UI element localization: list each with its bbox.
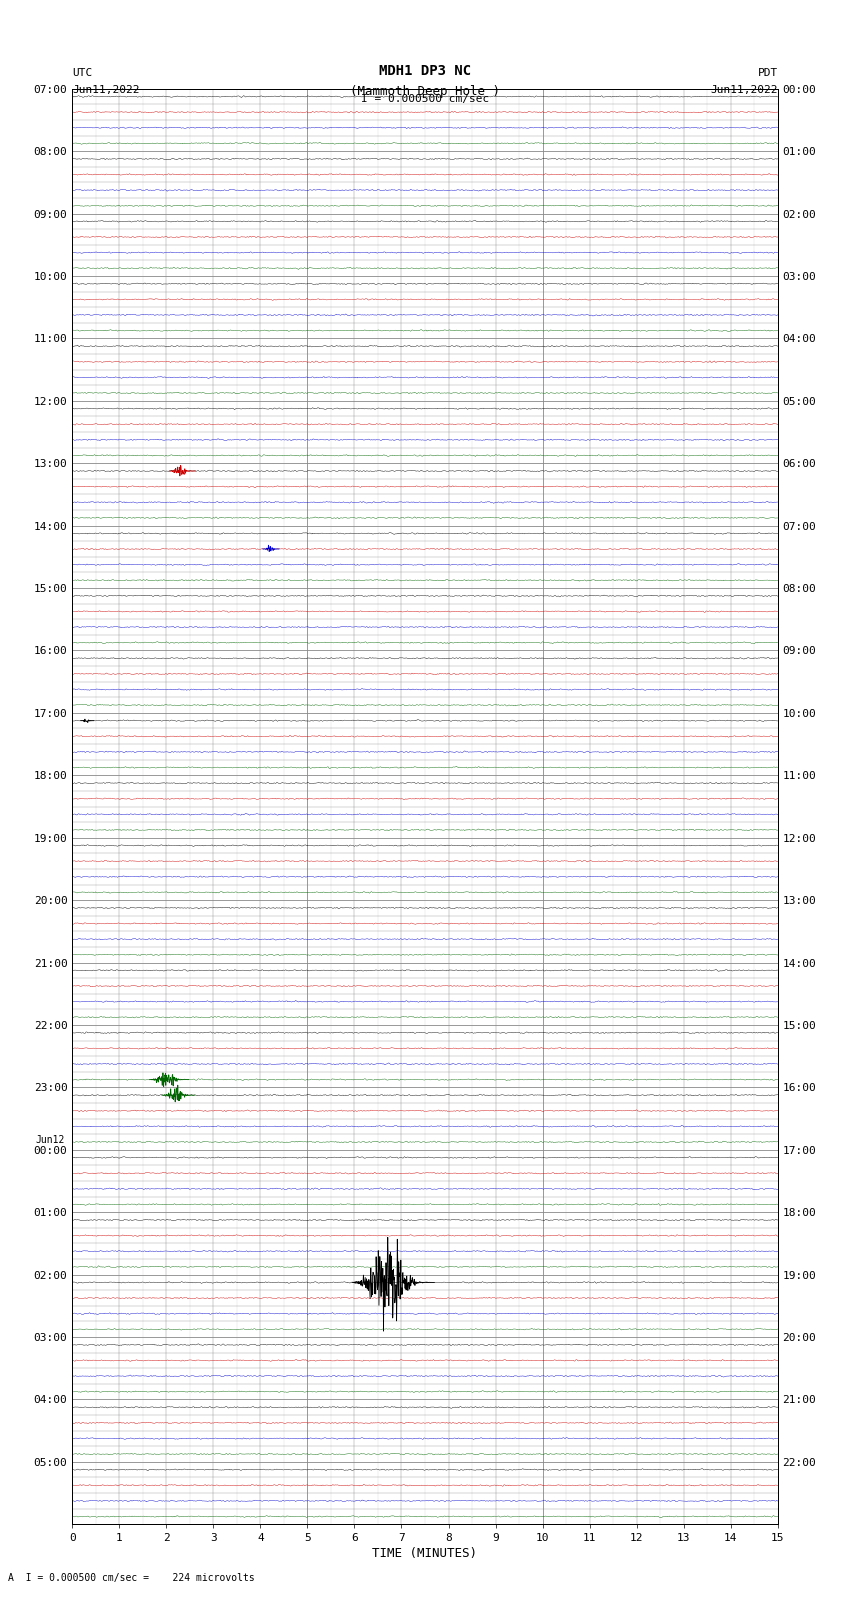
Text: Jun11,2022: Jun11,2022 — [711, 84, 778, 95]
Text: Jun12: Jun12 — [36, 1136, 65, 1145]
Text: Jun11,2022: Jun11,2022 — [72, 84, 139, 95]
Text: UTC: UTC — [72, 68, 93, 77]
Text: A  I = 0.000500 cm/sec =    224 microvolts: A I = 0.000500 cm/sec = 224 microvolts — [8, 1573, 255, 1582]
Text: MDH1 DP3 NC: MDH1 DP3 NC — [379, 65, 471, 77]
X-axis label: TIME (MINUTES): TIME (MINUTES) — [372, 1547, 478, 1560]
Text: I = 0.000500 cm/sec: I = 0.000500 cm/sec — [361, 94, 489, 105]
Text: (Mammoth Deep Hole ): (Mammoth Deep Hole ) — [350, 84, 500, 98]
Text: PDT: PDT — [757, 68, 778, 77]
